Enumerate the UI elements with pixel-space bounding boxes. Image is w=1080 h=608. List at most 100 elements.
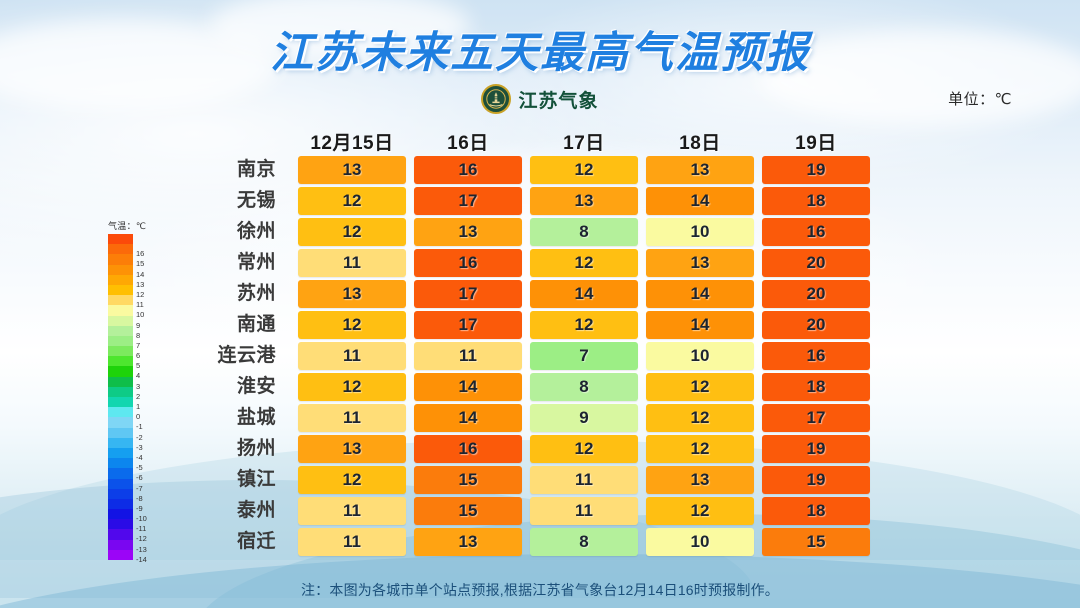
legend-swatch	[108, 417, 133, 428]
temperature-cell: 17	[414, 280, 522, 308]
legend-stop: 7	[108, 335, 170, 350]
temperature-cell: 11	[298, 404, 406, 432]
temperature-cell: 14	[530, 280, 638, 308]
legend-stop: -4	[108, 447, 170, 462]
legend-swatch	[108, 315, 133, 326]
table-row: 扬州 13 16 12 12 19	[190, 435, 870, 463]
city-label: 苏州	[236, 283, 276, 304]
temperature-cell: 12	[298, 373, 406, 401]
legend-stop: 6	[108, 346, 170, 360]
temperature-cell: 10	[646, 528, 754, 556]
legend-swatch	[108, 427, 133, 438]
temperature-cell: 14	[414, 373, 522, 401]
legend-swatch	[108, 366, 133, 377]
forecast-table: 12月15日 16日 17日 18日 19日 南京 13 16 12 13 19 无锡 12 17 13 1…	[190, 126, 870, 559]
legend-swatch	[108, 447, 133, 459]
legend-stop	[108, 234, 170, 245]
unit-label: 单位：℃	[948, 91, 1012, 108]
footer-note: 注：本图为各城市单个站点预报,根据江苏省气象台12月14日16时预报制作。	[300, 582, 779, 598]
legend-label: 13	[136, 279, 145, 289]
column-header-date: 16日	[447, 132, 489, 154]
legend-stop: 5	[108, 356, 170, 370]
temperature-cell: 13	[298, 435, 406, 463]
temperature-cell: 8	[530, 373, 638, 401]
legend-swatch	[108, 325, 133, 336]
temperature-cell: 16	[414, 435, 522, 463]
legend-label: -1	[136, 422, 143, 432]
legend-stop: -12	[108, 529, 170, 543]
legend-label: 14	[136, 269, 145, 279]
legend-swatch	[108, 376, 133, 387]
legend-stop: 10	[108, 305, 170, 319]
legend-swatch	[108, 386, 133, 397]
temperature-cell: 20	[762, 311, 870, 339]
column-header-date: 12月15日	[310, 132, 394, 154]
column-header-date: 19日	[795, 132, 837, 154]
table-row: 常州 11 16 12 13 20	[190, 249, 870, 277]
temperature-cell: 18	[762, 187, 870, 215]
table-row: 盐城 11 14 9 12 17	[190, 404, 870, 432]
temperature-cell: 11	[298, 249, 406, 277]
temperature-cell: 17	[762, 404, 870, 432]
legend-stop: -3	[108, 437, 170, 452]
temperature-cell: 12	[298, 311, 406, 339]
temperature-cell: 12	[530, 311, 638, 339]
city-label: 泰州	[236, 500, 276, 521]
legend-stop: 3	[108, 376, 170, 391]
temperature-cell: 19	[762, 435, 870, 463]
city-label: 无锡	[236, 190, 276, 211]
legend-swatch	[108, 468, 133, 479]
legend-label: -4	[136, 452, 143, 462]
legend-stop: 4	[108, 366, 170, 380]
legend-swatch	[108, 519, 133, 530]
city-label: 盐城	[236, 407, 276, 428]
temperature-cell: 12	[646, 404, 754, 432]
legend-stop: -6	[108, 468, 170, 482]
temperature-cell: 13	[646, 466, 754, 494]
legend-stop: -2	[108, 427, 170, 442]
legend-label: -8	[136, 493, 143, 503]
temperature-cell: 19	[762, 466, 870, 494]
legend-label: -14	[136, 554, 147, 564]
legend-label: -5	[136, 463, 143, 473]
temperature-cell: 10	[646, 342, 754, 370]
legend-label: 0	[136, 412, 141, 422]
legend-label: 12	[136, 289, 145, 299]
table-header-row: 12月15日 16日 17日 18日 19日	[190, 126, 870, 156]
legend-label: 10	[136, 310, 145, 320]
temperature-cell: 12	[530, 435, 638, 463]
legend-swatch	[108, 244, 133, 255]
table-row: 苏州 13 17 14 14 20	[190, 280, 870, 308]
legend-stop: -10	[108, 509, 170, 523]
legend-label: -7	[136, 483, 143, 493]
legend-stop: 0	[108, 407, 170, 421]
temperature-cell: 16	[762, 218, 870, 246]
temperature-cell: 11	[414, 342, 522, 370]
legend-label: 16	[136, 249, 145, 259]
legend-label: -11	[136, 524, 147, 534]
legend-swatch	[108, 488, 133, 499]
legend-swatch	[108, 478, 133, 489]
temperature-cell: 12	[530, 156, 638, 184]
temperature-cell: 8	[530, 528, 638, 556]
legend-swatch	[108, 539, 133, 550]
temperature-cell: 11	[298, 342, 406, 370]
legend-label: 6	[136, 351, 141, 361]
temperature-cell: 13	[646, 156, 754, 184]
legend-scale: 16 15 14 13 12 11 10 9 8 7 6 5 4 3 2 1 0 -1 -2 -3 -4 -5 -6 -7 -8…	[108, 234, 170, 564]
legend-label: 8	[136, 330, 141, 340]
legend-label: 7	[136, 340, 141, 350]
temperature-cell: 10	[646, 218, 754, 246]
table-body: 南京 13 16 12 13 19 无锡 12 17 13 14 18 徐州 12 13 8 10 16 常州 11 1…	[190, 156, 870, 556]
legend-swatch	[108, 284, 133, 296]
legend-swatch	[108, 254, 133, 265]
legend-label: 5	[136, 361, 141, 371]
legend-label: 15	[136, 259, 145, 269]
city-label: 南京	[236, 159, 276, 180]
city-label: 徐州	[236, 221, 276, 242]
temperature-cell: 9	[530, 404, 638, 432]
temperature-cell: 12	[530, 249, 638, 277]
legend-stop: 11	[108, 295, 170, 309]
jiangsu-meteorology-emblem-icon	[481, 84, 512, 114]
